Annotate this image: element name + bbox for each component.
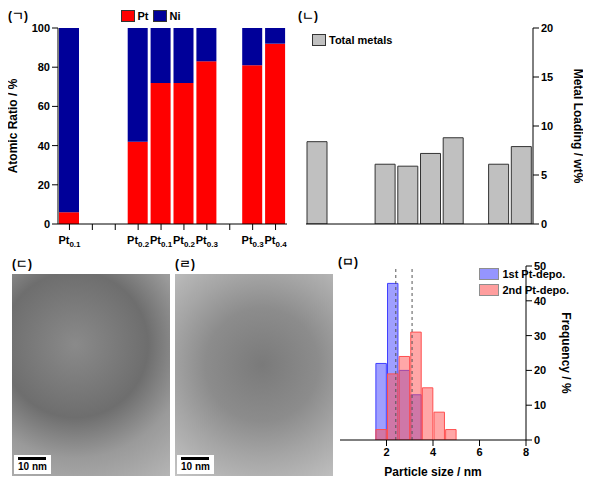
svg-text:40: 40 bbox=[38, 140, 50, 152]
svg-text:4: 4 bbox=[430, 446, 437, 458]
svg-text:Metal Loading / wt%: Metal Loading / wt% bbox=[571, 69, 583, 184]
svg-text:100: 100 bbox=[32, 22, 50, 34]
svg-text:0: 0 bbox=[534, 434, 540, 446]
svg-text:5: 5 bbox=[541, 169, 547, 181]
svg-text:Pt0.3: Pt0.3 bbox=[196, 234, 219, 249]
svg-text:20: 20 bbox=[38, 179, 50, 191]
svg-text:40: 40 bbox=[534, 295, 546, 307]
svg-text:10: 10 bbox=[534, 399, 546, 411]
svg-text:6: 6 bbox=[476, 446, 482, 458]
svg-text:Atomic Ratio / %: Atomic Ratio / % bbox=[8, 78, 20, 173]
svg-text:Particle size / nm: Particle size / nm bbox=[384, 465, 481, 478]
svg-text:80: 80 bbox=[38, 61, 50, 73]
svg-text:20: 20 bbox=[534, 364, 546, 376]
svg-text:10: 10 bbox=[541, 120, 553, 132]
svg-text:Pt0.3: Pt0.3 bbox=[242, 234, 265, 249]
svg-text:Pt0.2: Pt0.2 bbox=[127, 234, 150, 249]
svg-text:Frequency / %: Frequency / % bbox=[559, 312, 573, 394]
svg-text:Pt0.1: Pt0.1 bbox=[150, 234, 173, 249]
svg-text:30: 30 bbox=[534, 330, 546, 342]
svg-text:2: 2 bbox=[383, 446, 389, 458]
svg-text:Pt0.4: Pt0.4 bbox=[264, 234, 287, 249]
svg-text:0: 0 bbox=[44, 218, 50, 230]
svg-text:8: 8 bbox=[523, 446, 529, 458]
svg-text:Pt0.1: Pt0.1 bbox=[58, 234, 81, 249]
svg-text:0: 0 bbox=[541, 218, 547, 230]
svg-text:20: 20 bbox=[541, 22, 553, 34]
svg-text:Pt0.2: Pt0.2 bbox=[173, 234, 196, 249]
svg-text:60: 60 bbox=[38, 100, 50, 112]
svg-text:15: 15 bbox=[541, 71, 553, 83]
